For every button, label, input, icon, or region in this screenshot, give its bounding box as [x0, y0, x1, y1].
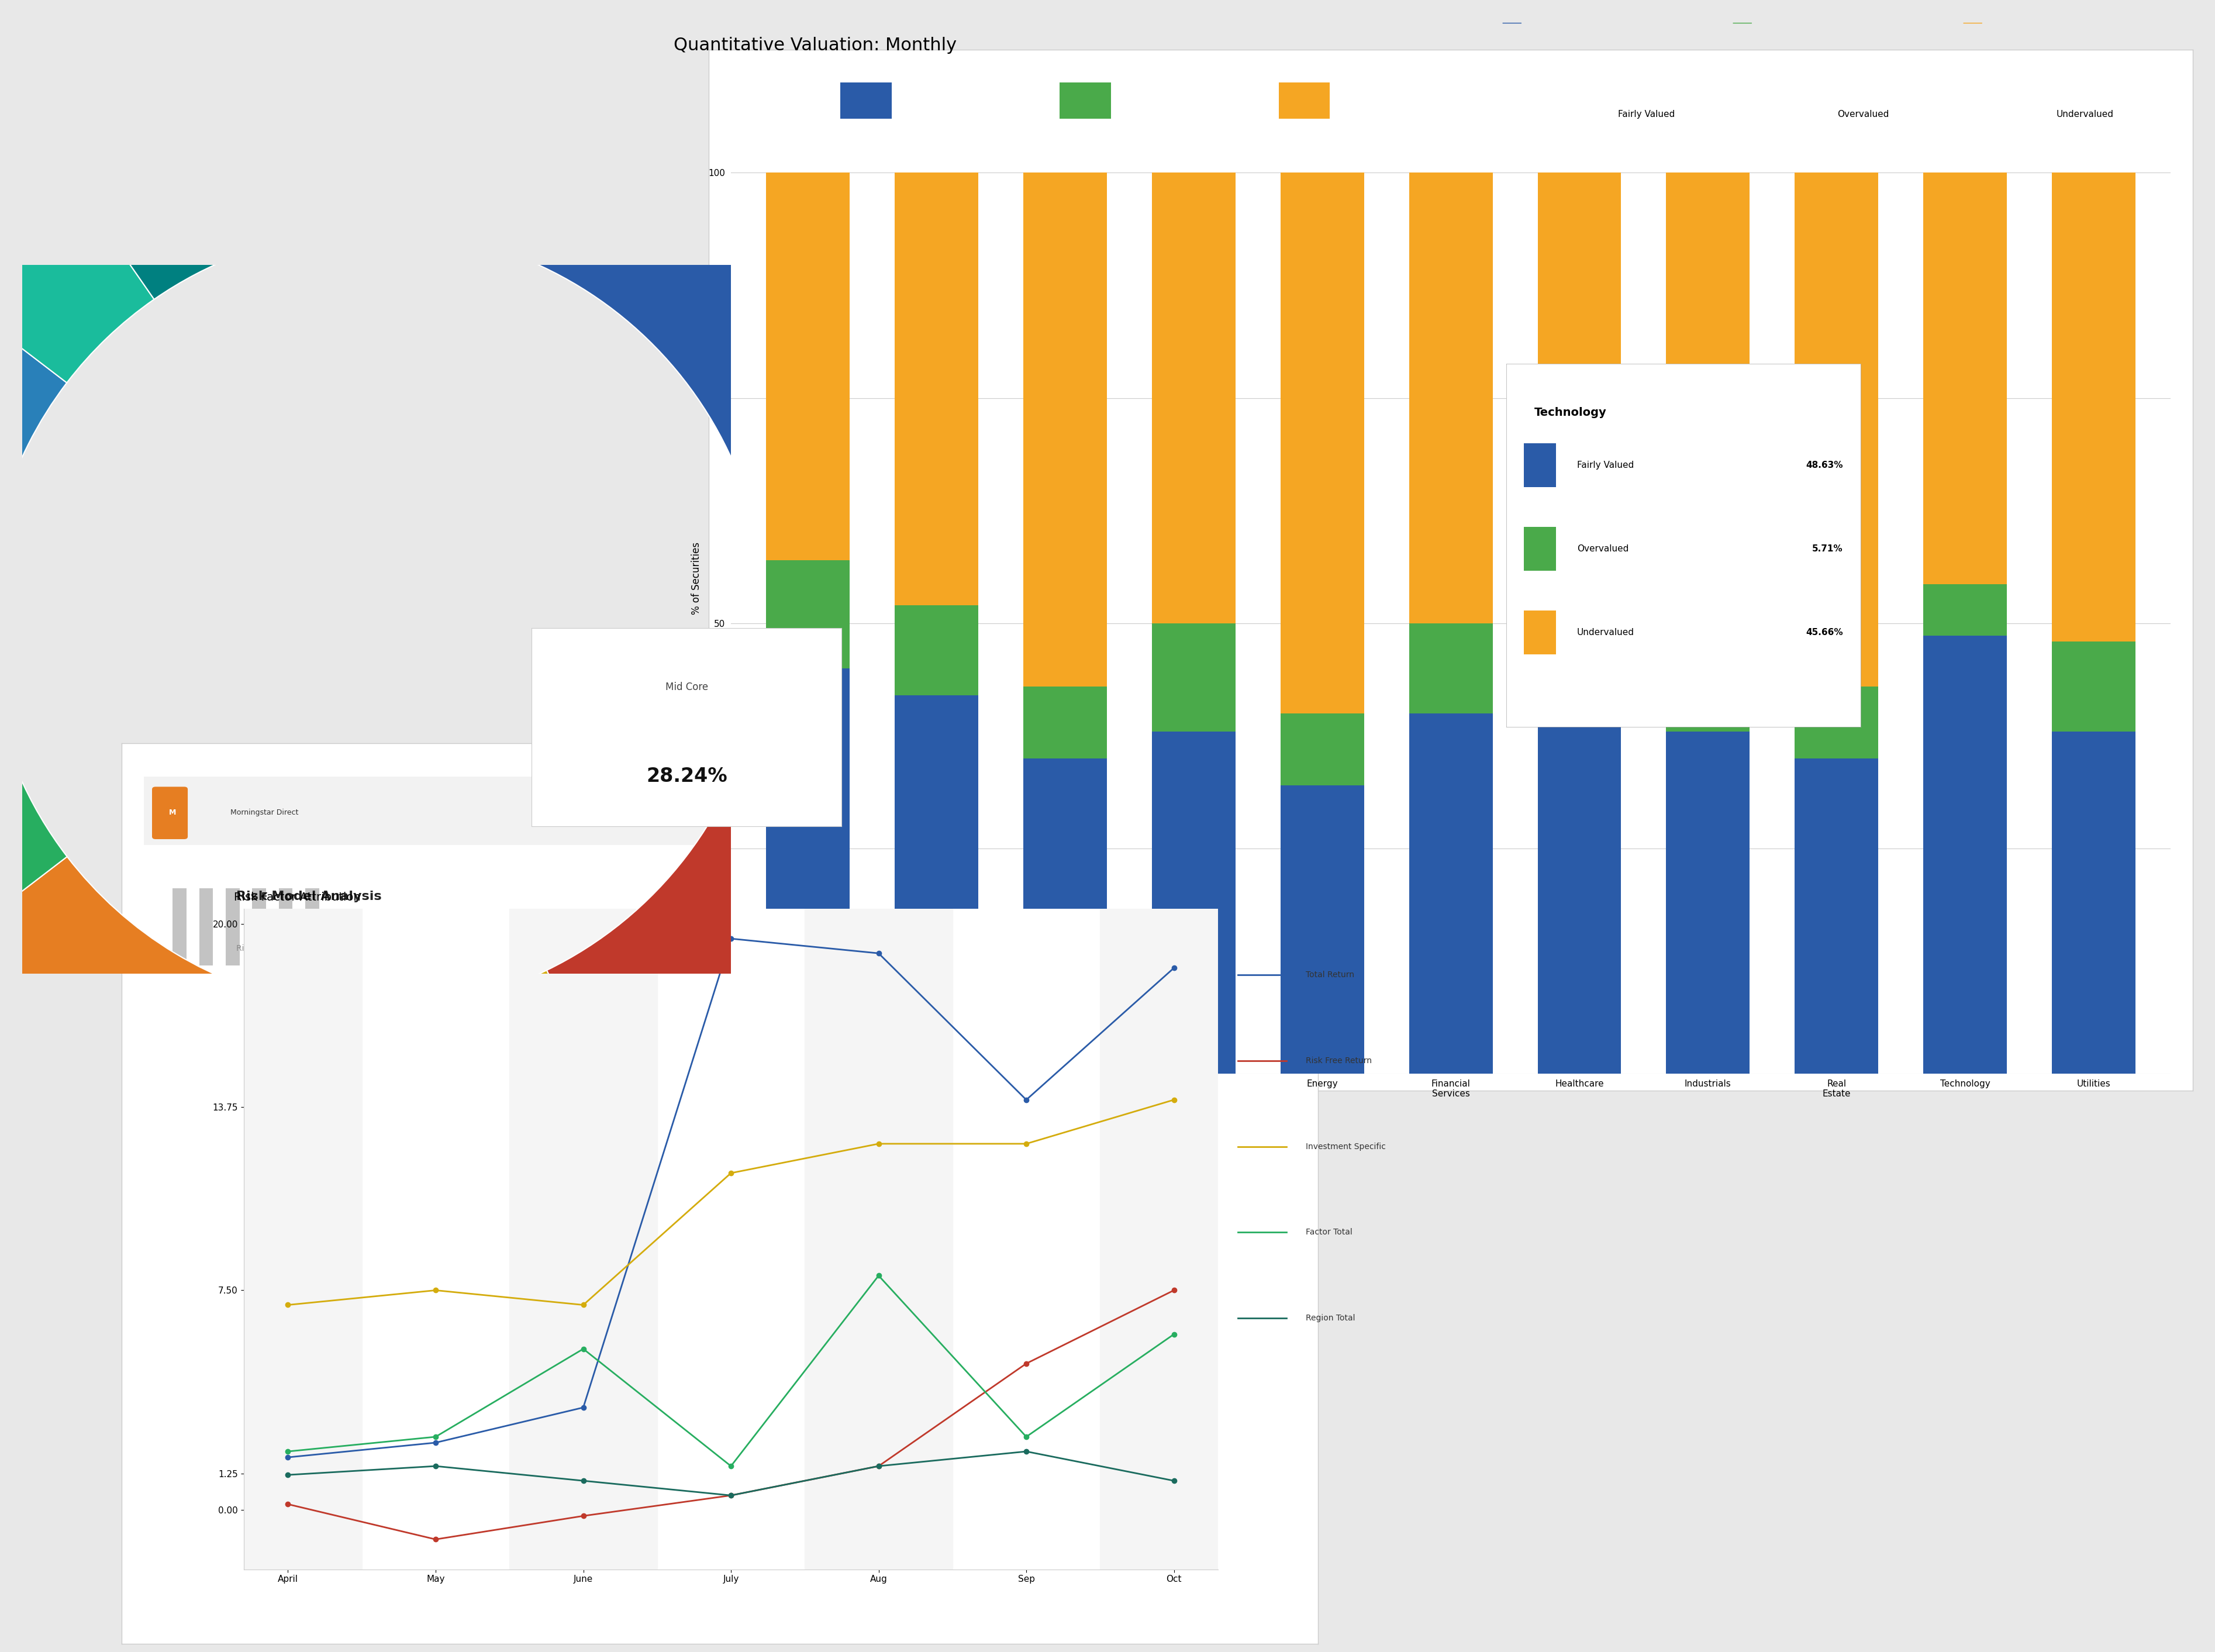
Wedge shape	[547, 692, 1072, 1257]
Text: Risk Factor: Risk Factor	[396, 945, 441, 952]
Text: Risk Summary: Risk Summary	[237, 945, 295, 952]
Text: Overvalued: Overvalued	[1836, 109, 1889, 119]
Bar	[1280, 785, 1364, 1074]
Bar	[1023, 686, 1108, 758]
Text: Factor Attribution: Factor Attribution	[583, 945, 653, 952]
Wedge shape	[128, 0, 310, 254]
Bar	[895, 695, 979, 1074]
Bar	[2051, 173, 2135, 641]
Bar	[509, 909, 658, 1569]
Text: Quantitative Valuation: Monthly: Quantitative Valuation: Monthly	[673, 36, 957, 53]
Bar	[279, 889, 292, 965]
Wedge shape	[0, 681, 66, 1051]
Bar	[1537, 173, 1621, 586]
FancyBboxPatch shape	[153, 786, 188, 839]
Bar	[1537, 695, 1621, 1074]
Bar	[1537, 586, 1621, 695]
Bar	[306, 889, 319, 965]
Bar	[1666, 641, 1750, 732]
Bar	[1409, 173, 1493, 623]
Bar	[1409, 714, 1493, 1074]
Bar	[1280, 173, 1364, 714]
Text: Overvalued: Overvalued	[1577, 545, 1628, 553]
Bar	[1923, 636, 2007, 1074]
Bar	[1409, 623, 1493, 714]
Wedge shape	[0, 0, 239, 299]
Wedge shape	[0, 188, 66, 512]
Wedge shape	[255, 0, 377, 235]
Text: Technology: Technology	[1535, 406, 1606, 418]
Bar	[1280, 714, 1364, 785]
Bar	[766, 173, 851, 560]
Wedge shape	[0, 38, 155, 383]
Text: Region Total: Region Total	[1307, 1315, 1356, 1322]
Bar	[1152, 732, 1236, 1074]
Bar	[226, 889, 239, 965]
Text: Risk Model Analysis: Risk Model Analysis	[237, 890, 381, 902]
Bar	[253, 889, 266, 965]
Text: Undervalued: Undervalued	[1577, 628, 1635, 636]
Bar	[1794, 758, 1878, 1074]
Bar	[1524, 527, 1555, 570]
Text: Investment Specific: Investment Specific	[1307, 1143, 1387, 1150]
Text: Factor Total: Factor Total	[1307, 1229, 1353, 1236]
Bar	[766, 669, 851, 1074]
Bar	[1023, 173, 1108, 686]
Text: 28.24%: 28.24%	[647, 767, 727, 786]
Text: M: M	[168, 809, 177, 816]
Y-axis label: % of Securities: % of Securities	[691, 542, 702, 615]
Text: Fairly Valued: Fairly Valued	[1577, 461, 1635, 469]
Text: Fairly Valued: Fairly Valued	[1617, 109, 1675, 119]
Bar	[895, 605, 979, 695]
Bar	[215, 909, 361, 1569]
Text: Undervalued: Undervalued	[2056, 109, 2113, 119]
Text: Morningstar Direct: Morningstar Direct	[230, 809, 299, 816]
Bar	[1524, 443, 1555, 487]
Bar	[1152, 173, 1236, 623]
Text: Total Return: Total Return	[1307, 971, 1356, 978]
Bar	[766, 560, 851, 669]
Bar	[895, 173, 979, 605]
Text: Risk Factor Attribution: Risk Factor Attribution	[235, 892, 361, 902]
Bar	[1101, 909, 1247, 1569]
Bar	[804, 909, 952, 1569]
Bar	[1923, 173, 2007, 585]
Bar	[1524, 611, 1555, 654]
Bar	[1794, 686, 1878, 758]
Bar	[199, 889, 213, 965]
Bar	[1666, 732, 1750, 1074]
Bar	[576, 965, 727, 970]
Wedge shape	[0, 857, 310, 1318]
Bar	[2051, 641, 2135, 732]
Bar	[1152, 623, 1236, 732]
FancyBboxPatch shape	[689, 0, 2213, 1203]
Text: 5.71%: 5.71%	[1812, 545, 1843, 553]
Bar	[1666, 173, 1750, 641]
Bar	[1923, 585, 2007, 636]
Text: Risk Free Return: Risk Free Return	[1307, 1057, 1371, 1064]
Wedge shape	[257, 970, 687, 1328]
Text: Mid Core: Mid Core	[664, 682, 709, 692]
Text: 48.63%: 48.63%	[1805, 461, 1843, 469]
Text: 45.66%: 45.66%	[1805, 628, 1843, 636]
Bar	[1278, 74, 1329, 119]
Bar	[839, 74, 893, 119]
Bar	[2051, 732, 2135, 1074]
Bar	[173, 889, 186, 965]
Wedge shape	[377, 0, 1085, 750]
Bar	[1794, 173, 1878, 686]
Bar	[1059, 74, 1110, 119]
Bar	[144, 776, 1296, 846]
Bar	[1023, 758, 1108, 1074]
